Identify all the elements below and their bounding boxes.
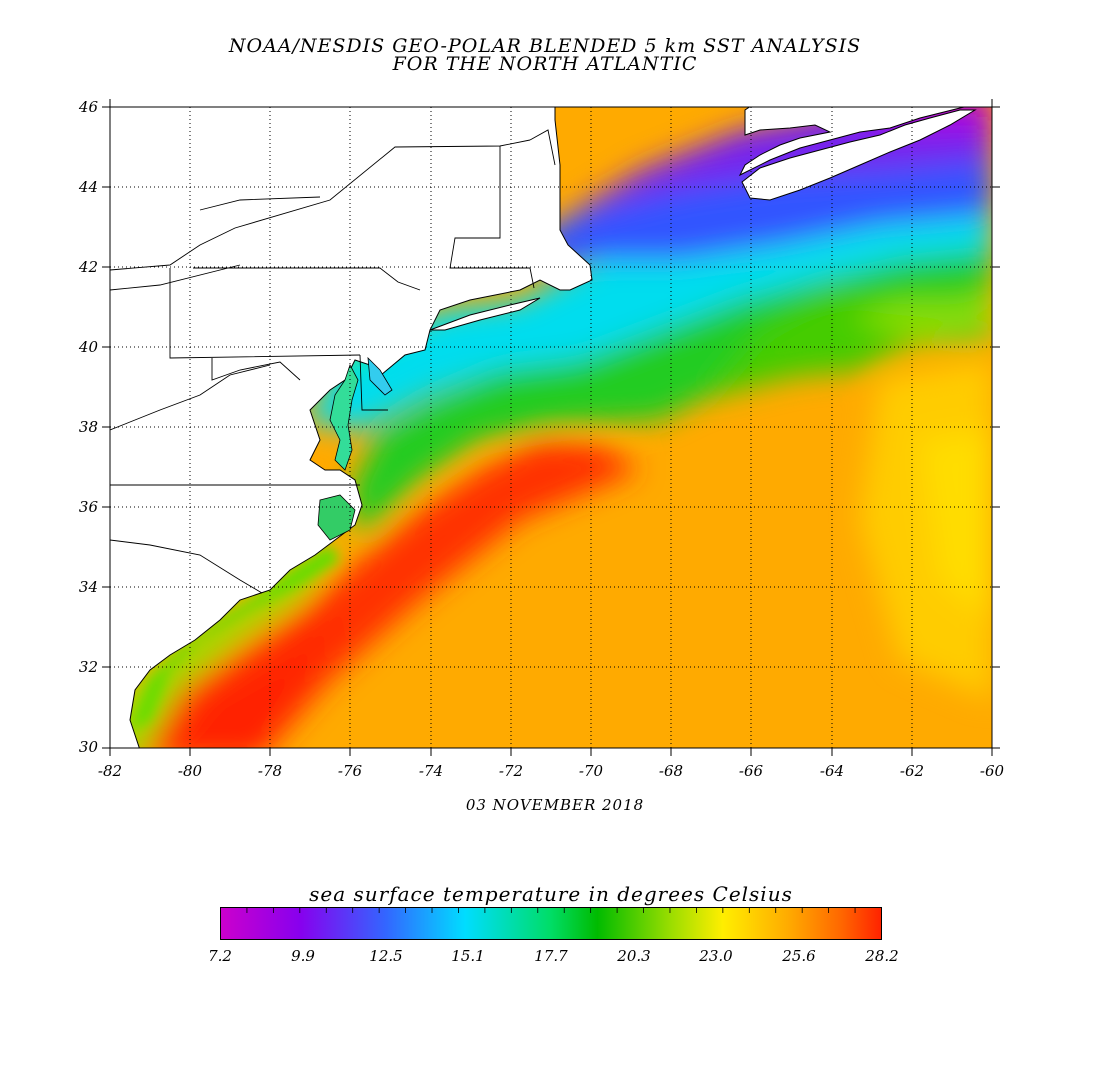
colorbar xyxy=(220,907,882,940)
lon-label: -74 xyxy=(419,762,443,780)
map-subtitle: FOR THE NORTH ATLANTIC xyxy=(392,53,698,75)
colorbar-label: 25.6 xyxy=(782,947,816,965)
lon-label: -70 xyxy=(579,762,604,780)
lon-label: -82 xyxy=(98,762,122,780)
lon-label: -62 xyxy=(900,762,924,780)
sst-field xyxy=(110,107,992,748)
lon-label: -72 xyxy=(499,762,523,780)
colorbar-ticks xyxy=(246,907,856,913)
grid-lines xyxy=(110,107,992,748)
chesapeake-bay xyxy=(329,363,359,471)
lon-label: -80 xyxy=(178,762,203,780)
colorbar-label: 9.9 xyxy=(291,947,315,965)
colorbar-label: 20.3 xyxy=(617,947,651,965)
lat-label: 38 xyxy=(79,418,98,436)
colorbar-label: 23.0 xyxy=(699,947,733,965)
analysis-date: 03 NOVEMBER 2018 xyxy=(465,796,645,814)
pamlico-sound xyxy=(317,494,356,541)
lat-label: 34 xyxy=(79,578,98,596)
nova-scotia-land xyxy=(738,107,967,177)
lon-label: -64 xyxy=(820,762,844,780)
nova-scotia-body xyxy=(741,109,977,201)
colorbar-gradient xyxy=(220,907,882,940)
lat-label: 44 xyxy=(78,178,98,196)
lat-label: 36 xyxy=(79,498,99,516)
lat-label: 40 xyxy=(78,338,99,356)
lat-label: 32 xyxy=(79,658,98,676)
colorbar-title: sea surface temperature in degrees Celsi… xyxy=(309,882,793,906)
colorbar-label: 7.2 xyxy=(208,947,232,965)
map-title: NOAA/NESDIS GEO-POLAR BLENDED 5 km SST A… xyxy=(228,35,862,57)
lat-axis-labels: 46 44 42 40 38 36 34 32 30 xyxy=(78,98,99,756)
lon-axis-labels: -82 -80 -78 -76 -74 -72 -70 -68 -66 -64 … xyxy=(98,762,1005,780)
lon-label: -66 xyxy=(739,762,764,780)
colorbar-label: 17.7 xyxy=(534,947,568,965)
colorbar-label: 12.5 xyxy=(369,947,403,965)
axis-ticks xyxy=(102,99,1000,756)
lon-label: -60 xyxy=(980,762,1005,780)
lat-label: 30 xyxy=(79,738,99,756)
lon-label: -76 xyxy=(338,762,363,780)
lon-label: -68 xyxy=(659,762,683,780)
lon-label: -78 xyxy=(258,762,282,780)
lat-label: 46 xyxy=(78,98,99,116)
colorbar-label: 28.2 xyxy=(865,947,899,965)
lat-label: 42 xyxy=(78,258,98,276)
long-island xyxy=(429,297,541,331)
state-borders xyxy=(110,129,556,594)
colorbar-label: 15.1 xyxy=(451,947,485,965)
delaware-bay xyxy=(367,356,393,396)
